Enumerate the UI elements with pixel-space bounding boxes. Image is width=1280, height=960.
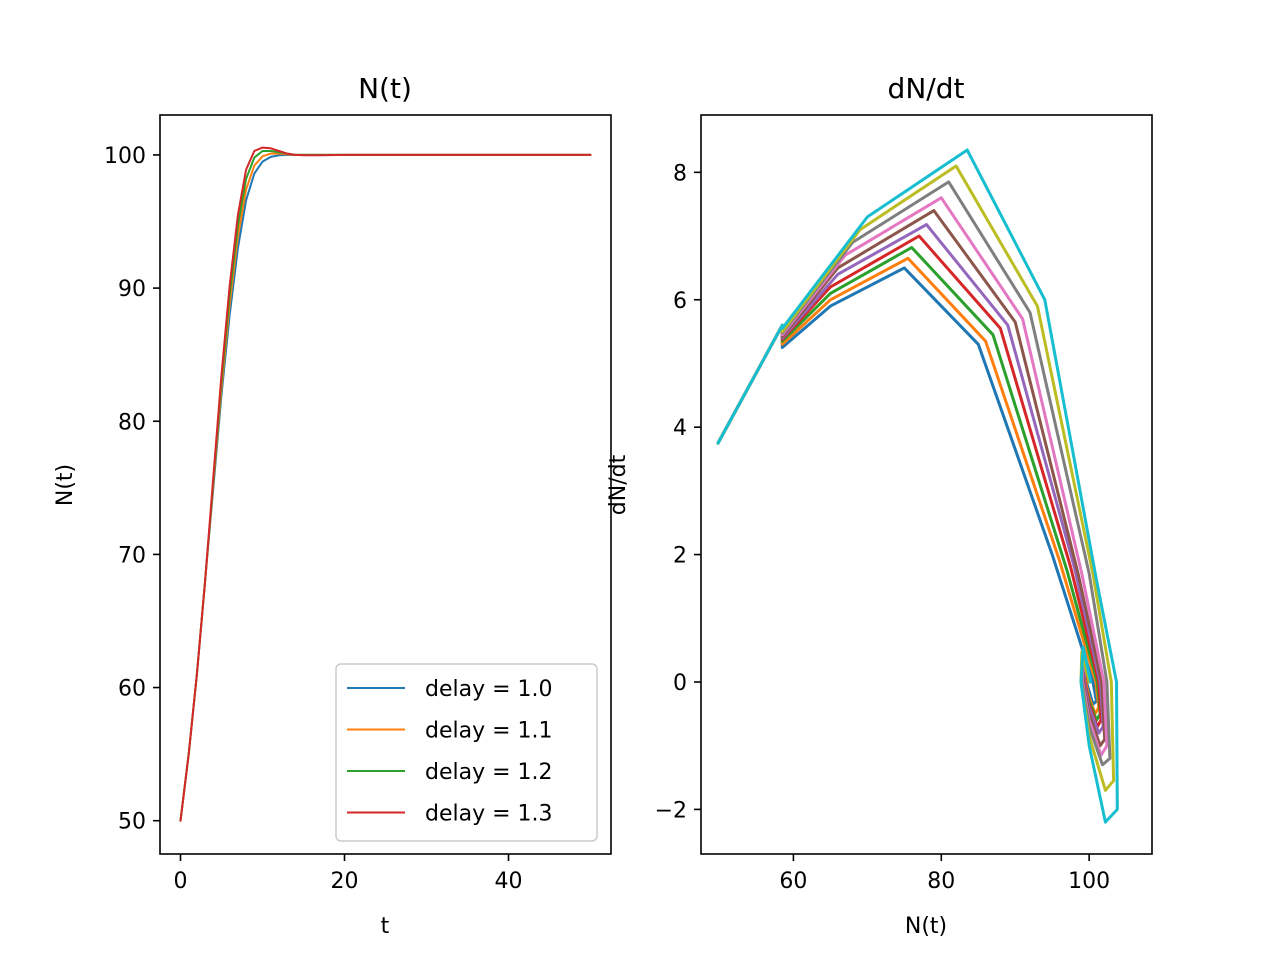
chart-right-plot-area: 60 80 100 −2 0 2 4 6 8 — [655, 114, 1153, 894]
chart-right-y-tick-label: 6 — [673, 289, 687, 314]
chart-left-series-group — [179, 146, 592, 822]
chart-left-y-tick-label: 100 — [104, 144, 146, 169]
chart-left-xlabel: t — [381, 914, 390, 939]
chart-left: N(t) t N(t) 0 20 40 50 60 70 80 90 100 — [53, 72, 612, 939]
chart-right-y-tick-label: 4 — [673, 416, 687, 441]
chart-left-y-tick-label: 80 — [118, 410, 146, 435]
chart-right-y-tick-label: 2 — [673, 544, 687, 569]
chart-right-xlabel: N(t) — [905, 914, 947, 939]
chart-right-x-tick-label: 100 — [1068, 869, 1110, 894]
chart-left-y-tick-label: 60 — [118, 677, 146, 702]
chart-left-ylabel: N(t) — [53, 464, 78, 506]
chart-right-ylabel: dN/dt — [606, 454, 631, 515]
chart-left-x-tick-label: 40 — [495, 869, 523, 894]
legend-frame — [335, 663, 598, 842]
chart-left-y-tick-label: 70 — [118, 543, 146, 568]
chart-left-x-tick-label: 20 — [331, 869, 359, 894]
chart-left-plot-area: 0 20 40 50 60 70 80 90 100 — [104, 114, 612, 894]
chart-right-axes-frame — [700, 114, 1153, 855]
chart-right-x-tick-label: 80 — [927, 869, 955, 894]
chart-left-y-tick-label: 90 — [118, 277, 146, 302]
legend-entry-label-3: delay = 1.2 — [425, 760, 553, 785]
chart-right-y-tick-label: 8 — [673, 161, 687, 186]
legend-entry-label-4: delay = 1.3 — [425, 802, 553, 827]
chart-left-axes-frame — [159, 114, 612, 855]
chart-left-title: N(t) — [358, 72, 412, 105]
legend-entry-label-1: delay = 1.0 — [425, 677, 553, 702]
chart-right-title: dN/dt — [888, 72, 965, 105]
chart-left-legend: delay = 1.0 delay = 1.1 delay = 1.2 delay =… — [335, 663, 598, 842]
chart-right-series-line-10 — [716, 148, 1119, 824]
legend-entry-label-2: delay = 1.1 — [425, 719, 553, 744]
chart-right-y-tick-label: −2 — [655, 798, 687, 823]
chart-right-y-tick-label: 0 — [673, 671, 687, 696]
chart-right-x-tick-label: 60 — [779, 869, 807, 894]
chart-right-series-group — [716, 148, 1119, 824]
chart-left-series-line-4 — [179, 146, 592, 822]
chart-left-x-tick-label: 0 — [174, 869, 188, 894]
chart-left-y-tick-label: 50 — [118, 810, 146, 835]
chart-right: dN/dt N(t) dN/dt 60 80 100 −2 0 2 4 6 8 — [606, 72, 1153, 939]
